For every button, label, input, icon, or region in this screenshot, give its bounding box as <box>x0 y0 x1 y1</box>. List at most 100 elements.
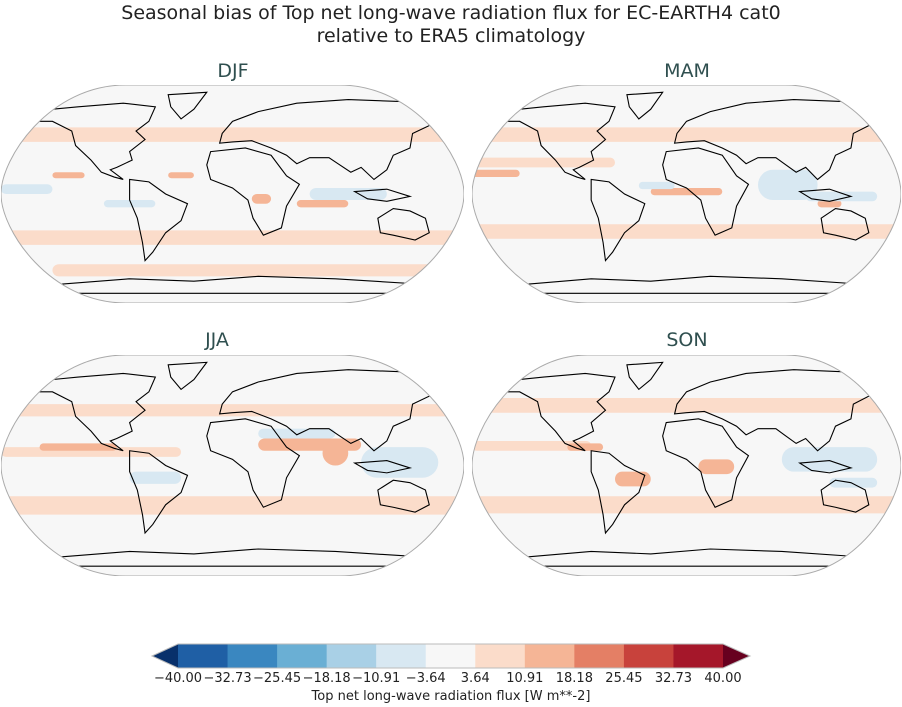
coastline <box>27 276 439 293</box>
bias-region <box>361 447 439 478</box>
map-panel-son <box>472 355 901 576</box>
map-panel-jja <box>1 355 464 576</box>
coastline <box>800 189 851 201</box>
bias-region <box>472 127 901 142</box>
coastline <box>27 373 156 450</box>
coastline <box>821 480 869 512</box>
coastline <box>27 103 156 179</box>
bias-region <box>322 440 349 466</box>
colorbar-outline <box>150 643 752 669</box>
colorbar-bin <box>623 644 674 668</box>
bias-region <box>472 397 901 413</box>
panel-title-mam: MAM <box>664 60 710 82</box>
bias-region <box>1 496 464 515</box>
coastline <box>496 373 615 450</box>
coastline <box>207 419 300 507</box>
panel-title-son: SON <box>666 329 708 351</box>
colorbar-bin <box>524 644 575 668</box>
bias-field <box>472 355 901 576</box>
bias-region <box>39 443 117 451</box>
colorbar-bin <box>574 644 625 668</box>
figure-title-line2: relative to ERA5 climatology <box>316 25 586 47</box>
bias-region <box>615 471 651 487</box>
coastline <box>220 370 452 451</box>
map-boundary <box>1 355 464 576</box>
coastline <box>207 148 300 235</box>
bias-region <box>698 459 735 475</box>
bias-region <box>472 169 520 178</box>
colorbar-bin <box>673 644 724 668</box>
map-boundary <box>1 85 464 303</box>
colorbar-bin <box>227 644 278 668</box>
bias-region <box>129 471 182 484</box>
colorbar-tick-label: 40.00 <box>704 671 742 686</box>
coastline <box>800 461 851 473</box>
coastline <box>591 451 645 533</box>
map-panel-mam <box>472 85 901 303</box>
bias-region <box>758 169 818 201</box>
bias-field <box>472 85 901 303</box>
coastline <box>627 92 663 119</box>
coastline <box>591 179 645 260</box>
colorbar-bin <box>277 644 328 668</box>
colorbar-bin <box>326 644 377 668</box>
bias-region <box>567 443 604 451</box>
bias-region <box>781 447 878 472</box>
bias-region <box>52 264 439 277</box>
coastline <box>220 100 452 180</box>
panel-title-djf: DJF <box>217 60 249 82</box>
map-boundary <box>472 85 901 303</box>
bias-field <box>1 85 464 303</box>
coastline <box>627 362 663 389</box>
bias-region <box>1 230 464 245</box>
coastline <box>130 179 188 260</box>
colorbar-tick-label: 18.18 <box>555 671 593 686</box>
colorbar-under-extension <box>152 644 178 668</box>
bias-region <box>1 127 464 142</box>
colorbar-tick-label: 3.64 <box>460 671 490 686</box>
coastline <box>378 209 429 240</box>
colorbar-label: Top net long-wave radiation flux [W m**-… <box>311 689 591 704</box>
colorbar-tick-label: −32.73 <box>203 671 252 686</box>
panel-title-jja: JJA <box>205 329 229 351</box>
coastline <box>355 189 410 201</box>
bias-region <box>472 224 901 239</box>
bias-field <box>1 355 464 576</box>
coastline <box>663 148 749 235</box>
colorbar-bin <box>178 644 229 668</box>
coastline <box>675 370 890 451</box>
coastline <box>663 419 749 507</box>
coastline <box>168 362 207 389</box>
bias-region <box>103 200 156 208</box>
colorbar-tick-label: 32.73 <box>654 671 693 686</box>
colorbar-over-extension <box>723 644 750 668</box>
map-boundary <box>472 355 901 576</box>
figure-title-line1: Seasonal bias of Top net long-wave radia… <box>121 2 781 24</box>
coastline <box>496 276 877 293</box>
coastline <box>27 549 439 566</box>
colorbar-tick-label: 10.91 <box>506 671 544 686</box>
colorbar-tick-label: −18.18 <box>302 671 351 686</box>
coastline <box>130 451 188 533</box>
coastline <box>378 480 429 512</box>
coastline <box>168 92 207 119</box>
colorbar-tick-label: −25.45 <box>253 671 302 686</box>
bias-region <box>1 404 464 417</box>
bias-region <box>258 428 336 439</box>
bias-region <box>251 194 272 204</box>
colorbar-bin <box>376 644 427 668</box>
colorbar <box>150 643 752 669</box>
bias-region <box>1 184 53 194</box>
coastline <box>496 103 615 179</box>
bias-region <box>296 200 349 208</box>
colorbar-tick-label: −3.64 <box>405 671 446 686</box>
coastline <box>496 549 877 566</box>
bias-region <box>805 191 878 202</box>
colorbar-tick-label: −40.00 <box>153 671 203 686</box>
colorbar-bin <box>475 644 526 668</box>
bias-region <box>817 200 842 208</box>
bias-region <box>829 477 878 488</box>
bias-region <box>168 172 194 179</box>
map-panel-djf <box>1 85 464 303</box>
